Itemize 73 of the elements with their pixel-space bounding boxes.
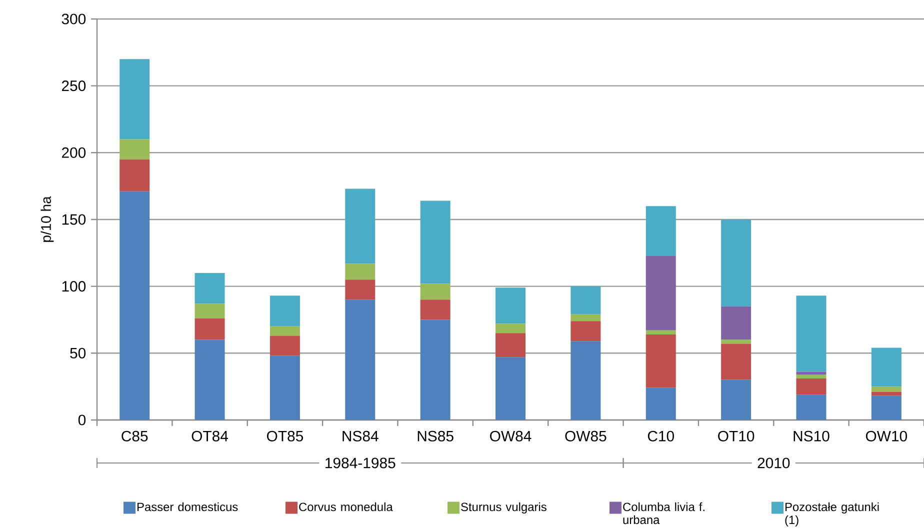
bar <box>721 344 752 380</box>
bar <box>570 286 601 314</box>
bar <box>871 348 902 387</box>
bar <box>646 334 676 388</box>
bar <box>270 326 300 336</box>
bar <box>420 200 450 284</box>
bar <box>270 296 300 326</box>
bar <box>120 139 150 160</box>
text: 1984-1985 <box>326 458 396 468</box>
bar <box>646 206 676 256</box>
bar <box>721 380 752 420</box>
x-tick-label: NS84 <box>342 430 378 442</box>
bar <box>194 304 225 318</box>
x-tick-label: OW85 <box>565 430 606 442</box>
legend-label: Pozostałe gatunki (1) <box>785 502 879 526</box>
bar <box>496 288 526 324</box>
bar <box>871 392 902 396</box>
x-tick-label: OT85 <box>266 430 304 442</box>
bar <box>496 333 526 358</box>
bar <box>496 357 526 420</box>
bar <box>194 340 225 420</box>
bar <box>570 341 601 420</box>
bar <box>270 356 300 420</box>
y-tick-label: 300 <box>62 14 86 24</box>
bar <box>570 314 601 322</box>
bar <box>796 296 826 372</box>
y-axis-title: p/10 ha <box>40 196 54 242</box>
x-tick-label: OT84 <box>192 430 228 442</box>
bar <box>120 191 150 420</box>
bar <box>796 374 826 379</box>
bar <box>420 320 450 420</box>
bar <box>646 256 676 330</box>
y-tick-label: 0 <box>78 414 86 426</box>
x-tick-label: C85 <box>122 430 148 442</box>
bar <box>721 340 752 344</box>
bar <box>496 324 526 334</box>
bar <box>646 388 676 420</box>
y-tick-label: 50 <box>70 348 86 358</box>
y-tick-label: 200 <box>62 147 86 158</box>
bar <box>345 264 376 280</box>
x-tick-label: OW10 <box>866 430 908 442</box>
bar <box>796 378 826 395</box>
bar <box>796 394 826 420</box>
bar <box>570 321 601 342</box>
y-tick-label: 250 <box>62 80 86 92</box>
bar <box>721 219 752 306</box>
bar <box>194 318 225 340</box>
bar <box>420 300 450 320</box>
x-tick-label: OT10 <box>718 430 754 442</box>
legend-label: Columba livia f. urbana <box>623 502 704 524</box>
legend-label: Passer domesticus <box>137 502 238 512</box>
bar <box>420 284 450 300</box>
x-tick-label: OW84 <box>490 430 532 442</box>
bar <box>721 306 752 340</box>
text: 2010 <box>758 458 790 468</box>
y-tick-label: 150 <box>62 214 86 225</box>
bar <box>194 272 225 304</box>
bar <box>120 59 150 140</box>
bar <box>871 386 902 392</box>
bar <box>345 188 376 264</box>
bar <box>270 336 300 356</box>
legend-label: Sturnus vulgaris <box>461 502 546 514</box>
bar <box>796 372 826 375</box>
bar <box>871 396 902 420</box>
bar <box>345 280 376 300</box>
x-tick-label: C10 <box>648 430 674 442</box>
y-tick-label: 100 <box>62 281 86 292</box>
x-tick-label: NS10 <box>794 430 830 442</box>
bar <box>646 330 676 334</box>
bar <box>120 159 150 192</box>
legend-label: Corvus monedula <box>299 502 393 512</box>
bar <box>345 300 376 420</box>
x-tick-label: NS85 <box>418 430 454 442</box>
